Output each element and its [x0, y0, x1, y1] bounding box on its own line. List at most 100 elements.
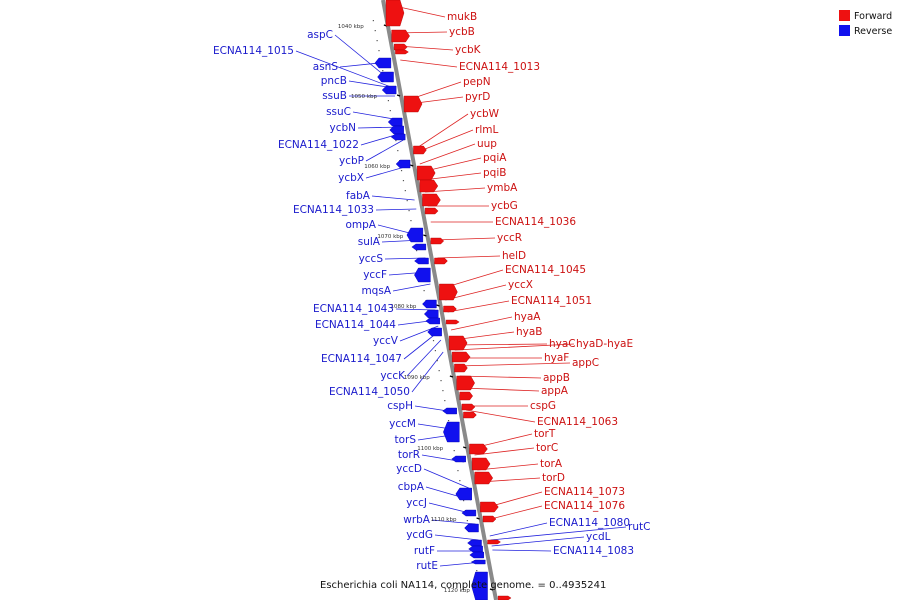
gene-label-csph[interactable]: cspH: [387, 400, 413, 412]
gene-label-appc[interactable]: appC: [572, 357, 599, 369]
gene-label-yccf[interactable]: yccF: [363, 269, 387, 281]
gene-label-hyac[interactable]: hyaC: [549, 338, 576, 350]
gene-label-ecna114-1013[interactable]: ECNA114_1013: [459, 61, 540, 73]
gene-label-ycdg[interactable]: ycdG: [406, 529, 433, 541]
gene-label-hyad-hyae[interactable]: hyaD-hyaE: [576, 338, 633, 350]
gene-label-sula[interactable]: sulA: [358, 236, 381, 248]
gene-label-ycbn[interactable]: ycbN: [329, 122, 356, 134]
gene-label-ycbx[interactable]: ycbX: [338, 172, 364, 184]
gene-label-rute[interactable]: rutE: [416, 560, 438, 572]
scale-dot: [402, 180, 405, 182]
gene-label-ssub[interactable]: ssuB: [322, 90, 347, 102]
gene-label-hyaa[interactable]: hyaA: [514, 311, 541, 323]
gene-label-ycdl[interactable]: ycdL: [586, 531, 611, 543]
gene-label-yccd[interactable]: yccD: [396, 463, 422, 475]
gene-label-rutc[interactable]: rutC: [628, 521, 650, 533]
gene-label-ycbp[interactable]: ycbP: [339, 155, 364, 167]
gene-label-yccv[interactable]: yccV: [373, 335, 399, 347]
leader-line: [450, 316, 513, 331]
gene-label-torc[interactable]: torC: [536, 442, 558, 454]
gene-label-pepn[interactable]: pepN: [463, 76, 491, 88]
legend-forward-swatch: [839, 10, 850, 21]
gene-label-ymba[interactable]: ymbA: [487, 182, 518, 194]
gene-label-pncb[interactable]: pncB: [321, 75, 347, 87]
gene-label-ecna114-1022[interactable]: ECNA114_1022: [278, 139, 359, 151]
gene-label-mqsa[interactable]: mqsA: [361, 285, 391, 297]
gene-label-ecna114-1044[interactable]: ECNA114_1044: [315, 319, 396, 331]
gene-label-rutf[interactable]: rutF: [414, 545, 435, 557]
gene-label-yccs[interactable]: yccS: [359, 253, 384, 265]
gene-label-ecna114-1051[interactable]: ECNA114_1051: [511, 295, 592, 307]
gene-label-uup[interactable]: uup: [477, 138, 497, 150]
gene-label-yccj[interactable]: yccJ: [406, 497, 427, 509]
gene-label-hyaf[interactable]: hyaF: [544, 352, 569, 364]
gene-label-appb[interactable]: appB: [543, 372, 570, 384]
forward-gene-block: [439, 283, 458, 301]
gene-label-ecna114-1043[interactable]: ECNA114_1043: [313, 303, 394, 315]
gene-label-pyrd[interactable]: pyrD: [465, 91, 490, 103]
tick-label: 1120 kbp: [444, 588, 470, 594]
gene-label-ecna114-1076[interactable]: ECNA114_1076: [544, 500, 625, 512]
gene-label-held[interactable]: helD: [502, 250, 526, 262]
gene-label-yccx[interactable]: yccX: [508, 279, 533, 291]
scale-dot: [410, 220, 412, 222]
gene-label-pqib[interactable]: pqiB: [483, 167, 506, 179]
reverse-gene-block: [471, 571, 488, 600]
gene-label-tors[interactable]: torS: [394, 434, 416, 446]
gene-label-ecna114-1047[interactable]: ECNA114_1047: [321, 353, 402, 365]
scale-dot: [440, 380, 442, 382]
tick-mark: [449, 375, 454, 378]
gene-label-ycbw[interactable]: ycbW: [470, 108, 500, 120]
gene-label-pqia[interactable]: pqiA: [483, 152, 507, 164]
legend-reverse-swatch: [839, 25, 850, 36]
tick-label: 1100 kbp: [417, 446, 443, 452]
gene-label-asns[interactable]: asnS: [313, 61, 339, 73]
gene-label-tora[interactable]: torA: [540, 458, 563, 470]
gene-label-ecna114-1080[interactable]: ECNA114_1080: [549, 517, 630, 529]
leader-line: [437, 255, 501, 259]
gene-label-tord[interactable]: torD: [542, 472, 565, 484]
leader-line: [445, 284, 507, 301]
forward-gene-block: [419, 179, 439, 193]
leader-line: [431, 519, 476, 525]
gene-label-wrba[interactable]: wrbA: [403, 514, 431, 526]
scale-dot: [397, 150, 399, 152]
gene-label-appa[interactable]: appA: [541, 385, 569, 397]
gene-label-hyab[interactable]: hyaB: [516, 326, 543, 338]
scale-dot: [453, 450, 455, 452]
gene-label-ecna114-1073[interactable]: ECNA114_1073: [544, 486, 625, 498]
gene-label-faba[interactable]: fabA: [346, 190, 371, 202]
reverse-gene-block: [470, 559, 486, 565]
leader-line: [416, 113, 469, 149]
gene-label-ecna114-1083[interactable]: ECNA114_1083: [553, 545, 634, 557]
forward-gene-block: [471, 457, 491, 471]
scale-dot: [442, 390, 444, 392]
leader-line: [422, 172, 482, 181]
gene-label-ecna114-1045[interactable]: ECNA114_1045: [505, 264, 586, 276]
gene-label-tort[interactable]: torT: [534, 428, 556, 440]
gene-label-ompa[interactable]: ompA: [345, 219, 376, 231]
gene-label-ecna114-1063[interactable]: ECNA114_1063: [537, 416, 618, 428]
reverse-gene-block: [423, 309, 439, 319]
forward-gene-block: [417, 165, 436, 181]
gene-label-ecna114-1015[interactable]: ECNA114_1015: [213, 45, 294, 57]
gene-label-ycbk[interactable]: ycbK: [455, 44, 482, 56]
gene-label-ecna114-1033[interactable]: ECNA114_1033: [293, 204, 374, 216]
forward-gene-block: [482, 515, 497, 523]
reverse-gene-block: [467, 539, 482, 547]
gene-label-ssuc[interactable]: ssuC: [326, 106, 351, 118]
gene-label-aspc[interactable]: aspC: [307, 29, 333, 41]
gene-label-ycbg[interactable]: ycbG: [491, 200, 518, 212]
gene-label-yccm[interactable]: yccM: [389, 418, 416, 430]
gene-label-ycck[interactable]: yccK: [380, 370, 406, 382]
gene-label-ecna114-1036[interactable]: ECNA114_1036: [495, 216, 576, 228]
gene-label-ecna114-1050[interactable]: ECNA114_1050: [329, 386, 410, 398]
gene-label-cspg[interactable]: cspG: [530, 400, 556, 412]
gene-label-yccr[interactable]: yccR: [497, 232, 522, 244]
gene-label-cbpa[interactable]: cbpA: [398, 481, 425, 493]
forward-gene-block: [454, 363, 468, 373]
gene-label-ycbb[interactable]: ycbB: [449, 26, 475, 38]
gene-label-rlml[interactable]: rlmL: [475, 124, 498, 136]
gene-label-mukb[interactable]: mukB: [447, 11, 477, 23]
gene-label-torr[interactable]: torR: [398, 449, 420, 461]
